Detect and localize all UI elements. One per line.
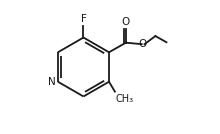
Text: N: N (48, 77, 56, 87)
Text: CH₃: CH₃ (116, 94, 134, 104)
Text: F: F (81, 14, 86, 24)
Text: O: O (122, 17, 130, 27)
Text: O: O (139, 39, 147, 49)
